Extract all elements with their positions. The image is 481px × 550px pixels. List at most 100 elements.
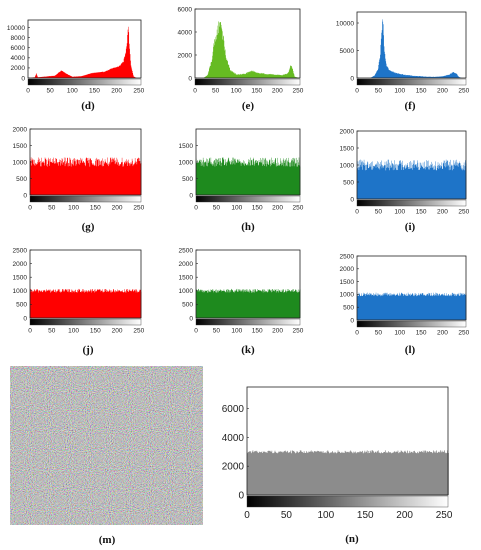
histogram-h: 0 500 1000 1500 0 50 100 150 200 250 (h) [179, 128, 304, 233]
ytick-label-j: 1000 [13, 288, 28, 295]
xtick-label-g: 50 [48, 205, 56, 212]
histogram-bars-g [30, 157, 142, 195]
xtick-label-e: 250 [293, 88, 304, 95]
ytick-label-l: 1000 [340, 292, 355, 299]
panel-label-j: (j) [83, 344, 94, 356]
xtick-label-e: 100 [231, 88, 242, 95]
panel-label-n: (n) [345, 533, 359, 545]
ytick-label-d: 10000 [7, 25, 25, 32]
ytick-label-l: 2000 [340, 266, 355, 273]
ytick-label-n: 6000 [222, 404, 245, 415]
xtick-label-h: 150 [252, 205, 263, 212]
ytick-label-j: 0 [23, 315, 27, 322]
xtick-label-i: 250 [458, 209, 469, 216]
xtick-label-n: 100 [317, 510, 334, 521]
xtick-label-h: 50 [213, 205, 221, 212]
xtick-label-f: 0 [355, 88, 359, 95]
gray-colorbar-g [29, 195, 142, 203]
xtick-label-n: 50 [281, 510, 293, 521]
panel-label-k: (k) [241, 344, 255, 356]
ytick-label-i: 1500 [340, 145, 355, 152]
gray-colorbar-e [194, 78, 301, 86]
xtick-label-g: 200 [112, 205, 123, 212]
ytick-label-i: 500 [343, 179, 354, 186]
axes-frame-j [29, 249, 142, 319]
ytick-label-f: 10000 [336, 20, 354, 27]
xtick-label-l: 100 [394, 330, 405, 337]
xtick-label-k: 200 [272, 328, 283, 335]
xtick-label-j: 200 [112, 328, 123, 335]
xtick-label-n: 250 [436, 510, 453, 521]
histogram-g: 0 500 1000 1500 2000 0 50 100 150 200 250 (g) [13, 126, 145, 233]
xtick-label-k: 50 [213, 328, 221, 335]
xtick-label-i: 150 [416, 209, 427, 216]
xtick-label-e: 200 [272, 88, 283, 95]
xtick-label-e: 0 [193, 88, 197, 95]
ytick-label-d: 2000 [11, 65, 26, 72]
ytick-label-g: 2000 [13, 126, 28, 133]
xtick-label-j: 100 [68, 328, 79, 335]
xtick-label-n: 150 [357, 510, 374, 521]
histogram-bars-n [247, 450, 449, 495]
ytick-label-l: 500 [343, 304, 354, 311]
xtick-label-l: 250 [458, 330, 469, 337]
gray-colorbar-k [195, 318, 301, 326]
xtick-label-e: 50 [212, 88, 220, 95]
ytick-label-d: 0 [21, 75, 25, 82]
ytick-label-e: 4000 [178, 29, 193, 36]
xtick-label-k: 100 [231, 328, 242, 335]
xtick-label-d: 150 [89, 88, 100, 95]
xtick-label-f: 200 [437, 88, 448, 95]
ytick-label-h: 0 [189, 192, 193, 199]
axes-frame-f [356, 11, 467, 79]
ytick-label-f: 5000 [340, 48, 355, 55]
xtick-label-k: 0 [194, 328, 198, 335]
ytick-label-k: 0 [189, 315, 193, 322]
gray-colorbar-i [356, 199, 467, 207]
ytick-label-j: 2000 [13, 261, 28, 268]
encrypted-noise-image [10, 366, 203, 525]
xtick-label-f: 100 [394, 88, 405, 95]
ytick-label-k: 1000 [179, 288, 194, 295]
axes-frame-n [246, 386, 449, 496]
axes-frame-e [194, 8, 301, 79]
gray-colorbar-n [246, 495, 449, 508]
ytick-label-k: 500 [182, 302, 193, 309]
xtick-label-l: 0 [355, 330, 359, 337]
ytick-label-l: 1500 [340, 279, 355, 286]
histogram-bars-d [28, 26, 142, 78]
ytick-label-f: 0 [350, 75, 354, 82]
xtick-label-j: 150 [90, 328, 101, 335]
ytick-label-d: 6000 [11, 45, 26, 52]
xtick-label-i: 50 [375, 209, 383, 216]
xtick-label-l: 150 [416, 330, 427, 337]
ytick-label-e: 0 [188, 75, 192, 82]
ytick-label-k: 1500 [179, 274, 194, 281]
xtick-label-i: 100 [394, 209, 405, 216]
panel-label-g: (g) [82, 221, 95, 233]
xtick-label-j: 0 [28, 328, 32, 335]
histogram-bars-k [196, 288, 301, 318]
histogram-bars-e [195, 21, 301, 78]
xtick-label-n: 200 [396, 510, 413, 521]
ytick-label-k: 2000 [179, 261, 194, 268]
xtick-label-g: 0 [28, 205, 32, 212]
gray-colorbar-d [27, 78, 142, 86]
histogram-f: 0 5000 10000 0 50 100 150 200 250 (f) [336, 11, 470, 112]
xtick-label-g: 100 [68, 205, 79, 212]
ytick-label-e: 2000 [178, 52, 193, 59]
histogram-k: 0 500 1000 1500 2000 2500 0 50 100 150 200 250 (k) [179, 247, 304, 356]
histogram-e: 0 2000 4000 6000 0 50 100 150 200 250 (e) [178, 6, 304, 112]
panel-label-i: (i) [405, 221, 416, 233]
panel-label-l: (l) [405, 344, 416, 356]
panel-label-e: (e) [242, 100, 255, 112]
panel-label-f: (f) [405, 100, 416, 112]
axes-frame-d [27, 19, 142, 79]
xtick-label-j: 50 [48, 328, 56, 335]
xtick-label-l: 200 [437, 330, 448, 337]
xtick-label-h: 0 [194, 205, 198, 212]
ytick-label-k: 2500 [179, 247, 194, 254]
xtick-label-n: 0 [244, 510, 250, 521]
xtick-label-d: 100 [67, 88, 78, 95]
ytick-label-i: 2000 [340, 128, 355, 135]
